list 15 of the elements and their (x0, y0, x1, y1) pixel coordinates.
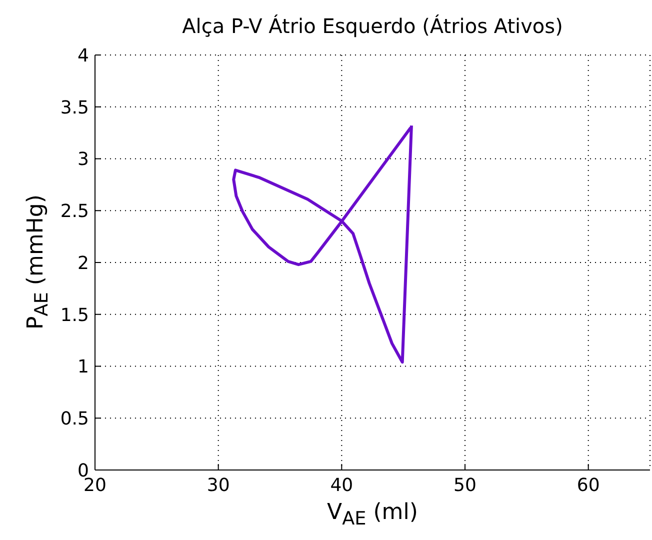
x-tick-label: 60 (576, 474, 600, 496)
y-tick-label: 2 (78, 252, 89, 274)
x-axis-title: V$_{AE}$ (ml) (326, 500, 419, 530)
x-tick-label: 30 (206, 474, 230, 496)
y-tick-label: 4 (78, 45, 89, 66)
y-tick-label: 1.5 (60, 304, 89, 326)
y-tick-label: 3 (78, 149, 89, 170)
y-tick-label: 1 (78, 356, 89, 378)
x-tick-label: 40 (330, 474, 354, 496)
chart-title: Alça P-V Átrio Esquerdo (Átrios Ativos) (181, 14, 564, 38)
x-tick-label: 50 (454, 474, 476, 496)
y-tick-label: 2.5 (60, 201, 89, 222)
line-series (232, 124, 413, 364)
y-tick-label: 3.5 (60, 97, 89, 118)
y-tick-label: 0.5 (60, 408, 89, 430)
